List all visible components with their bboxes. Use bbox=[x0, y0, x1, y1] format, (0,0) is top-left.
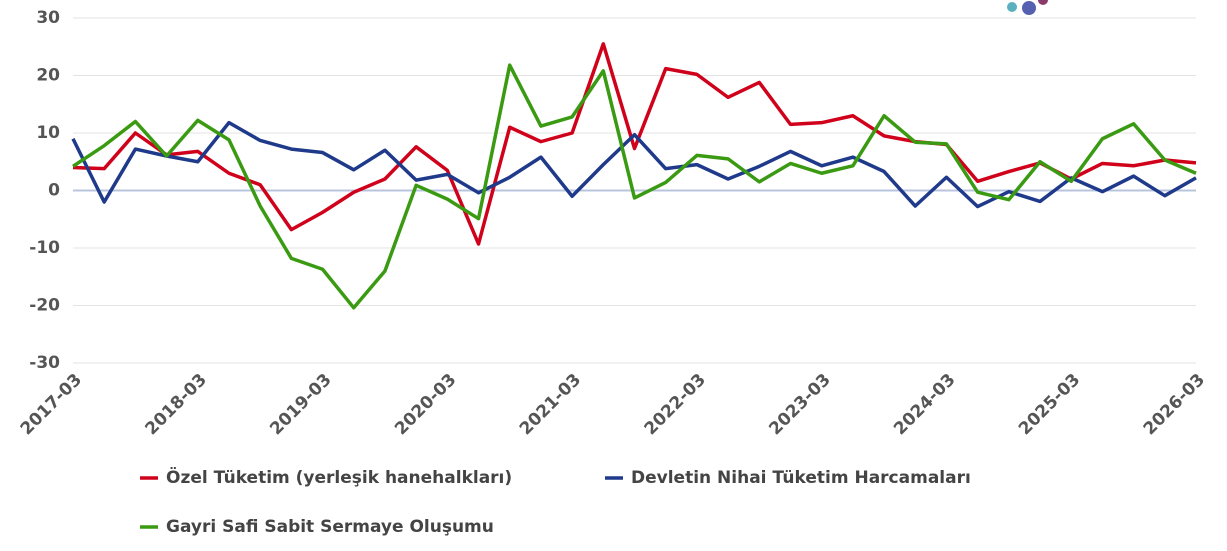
y-tick-label: 30 bbox=[36, 8, 60, 28]
y-tick-label: -20 bbox=[29, 296, 60, 316]
series-line bbox=[72, 42, 1197, 246]
x-tick-label: 2024-03 bbox=[890, 370, 959, 439]
x-tick-label: 2023-03 bbox=[765, 370, 834, 439]
x-tick-label: 2022-03 bbox=[641, 370, 710, 439]
legend-label: Devletin Nihai Tüketim Harcamaları bbox=[631, 468, 971, 488]
y-tick-label: -10 bbox=[29, 238, 60, 258]
series-line bbox=[72, 63, 1197, 310]
series-line bbox=[71, 120, 1197, 209]
legend-label: Özel Tüketim (yerleşik hanehalkları) bbox=[166, 466, 512, 488]
x-tick-label: 2019-03 bbox=[266, 370, 335, 439]
x-tick-label: 2020-03 bbox=[391, 370, 460, 439]
x-tick-label: 2018-03 bbox=[142, 370, 211, 439]
y-tick-label: -30 bbox=[29, 353, 60, 373]
x-tick-label: 2025-03 bbox=[1015, 370, 1084, 439]
y-tick-label: 0 bbox=[48, 181, 60, 201]
x-tick-label: 2021-03 bbox=[516, 370, 585, 439]
x-tick-label: 2026-03 bbox=[1140, 370, 1209, 439]
logo bbox=[1007, 0, 1048, 15]
y-tick-label: 10 bbox=[36, 123, 60, 143]
legend-label: Gayri Safi Sabit Sermaye Oluşumu bbox=[166, 517, 494, 537]
y-tick-label: 20 bbox=[36, 66, 60, 86]
x-tick-label: 2017-03 bbox=[17, 370, 86, 439]
